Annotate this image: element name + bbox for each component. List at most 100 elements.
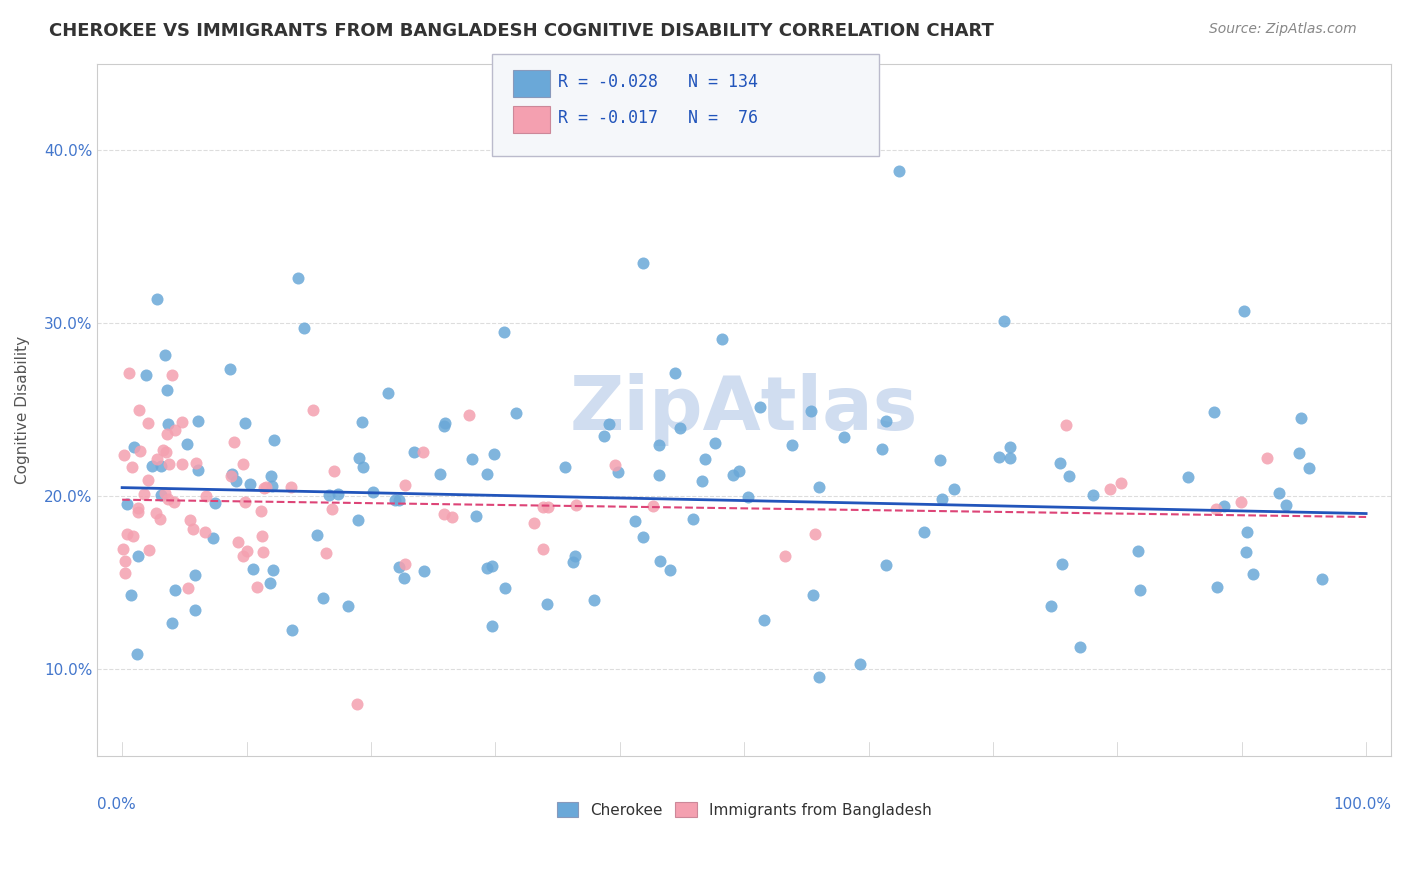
Point <box>623 514 645 528</box>
Point <box>183 603 205 617</box>
Point <box>607 465 630 479</box>
Point <box>187 462 209 476</box>
Point <box>1129 582 1152 597</box>
Text: ZipAtlas: ZipAtlas <box>569 374 918 446</box>
Point <box>221 467 243 481</box>
Point <box>114 566 136 581</box>
Point <box>322 464 344 478</box>
Point <box>315 546 337 560</box>
Point <box>115 526 138 541</box>
Point <box>1098 482 1121 496</box>
Point <box>125 647 148 661</box>
Point <box>537 500 560 514</box>
Point <box>361 484 384 499</box>
Point <box>1275 498 1298 512</box>
Point <box>931 492 953 507</box>
Point <box>721 468 744 483</box>
Point <box>494 581 516 595</box>
Point <box>346 697 368 711</box>
Text: CHEROKEE VS IMMIGRANTS FROM BANGLADESH COGNITIVE DISABILITY CORRELATION CHART: CHEROKEE VS IMMIGRANTS FROM BANGLADESH C… <box>49 22 994 40</box>
Point <box>464 509 486 524</box>
Point <box>603 458 626 472</box>
Point <box>998 441 1021 455</box>
Point <box>186 456 208 470</box>
Point <box>481 559 503 574</box>
Point <box>693 451 716 466</box>
Point <box>280 480 302 494</box>
Point <box>998 450 1021 465</box>
Point <box>648 438 671 452</box>
Point <box>1234 545 1257 559</box>
Point <box>263 433 285 447</box>
Point <box>394 558 416 572</box>
Point <box>433 419 456 434</box>
Point <box>565 498 588 512</box>
Point <box>664 367 686 381</box>
Point <box>236 544 259 558</box>
Point <box>176 437 198 451</box>
Point <box>748 401 770 415</box>
Point <box>554 459 576 474</box>
Text: Source: ZipAtlas.com: Source: ZipAtlas.com <box>1209 22 1357 37</box>
Point <box>875 414 897 428</box>
Point <box>889 163 911 178</box>
Text: 100.0%: 100.0% <box>1333 797 1391 812</box>
Point <box>1205 502 1227 516</box>
Point <box>728 464 751 478</box>
Point <box>682 512 704 526</box>
Point <box>710 332 733 346</box>
Legend: Cherokee, Immigrants from Bangladesh: Cherokee, Immigrants from Bangladesh <box>551 797 938 824</box>
Point <box>737 490 759 504</box>
Point <box>505 405 527 419</box>
Point <box>434 416 457 430</box>
Point <box>1241 567 1264 582</box>
Point <box>564 549 586 563</box>
Point <box>1256 450 1278 465</box>
Point <box>122 440 145 454</box>
Point <box>394 478 416 492</box>
Point <box>631 256 654 270</box>
Point <box>641 499 664 513</box>
Point <box>184 567 207 582</box>
Point <box>127 549 149 563</box>
Point <box>440 510 463 524</box>
Point <box>412 564 434 578</box>
Point <box>121 459 143 474</box>
Point <box>377 386 399 401</box>
Point <box>260 468 283 483</box>
Point <box>287 271 309 285</box>
Text: R = -0.028   N = 134: R = -0.028 N = 134 <box>558 73 758 91</box>
Point <box>484 447 506 461</box>
Point <box>302 402 325 417</box>
Point <box>117 497 139 511</box>
Point <box>872 442 894 456</box>
Point <box>242 562 264 576</box>
Point <box>149 512 172 526</box>
Point <box>834 430 856 444</box>
Point <box>461 452 484 467</box>
Point <box>475 561 498 575</box>
Text: R = -0.017   N =  76: R = -0.017 N = 76 <box>558 109 758 127</box>
Point <box>232 457 254 471</box>
Point <box>598 417 620 431</box>
Point <box>157 492 180 507</box>
Point <box>780 438 803 452</box>
Point <box>912 524 935 539</box>
Point <box>292 321 315 335</box>
Point <box>1109 476 1132 491</box>
Point <box>1177 469 1199 483</box>
Point <box>690 474 713 488</box>
Point <box>704 436 727 450</box>
Point <box>112 448 135 462</box>
Point <box>127 500 149 515</box>
Point <box>252 544 274 558</box>
Point <box>1126 543 1149 558</box>
Point <box>477 467 499 481</box>
Point <box>112 542 135 557</box>
Point <box>875 558 897 573</box>
Text: 0.0%: 0.0% <box>97 797 136 812</box>
Point <box>160 368 183 383</box>
Point <box>194 524 217 539</box>
Point <box>592 429 614 443</box>
Y-axis label: Cognitive Disability: Cognitive Disability <box>15 335 30 483</box>
